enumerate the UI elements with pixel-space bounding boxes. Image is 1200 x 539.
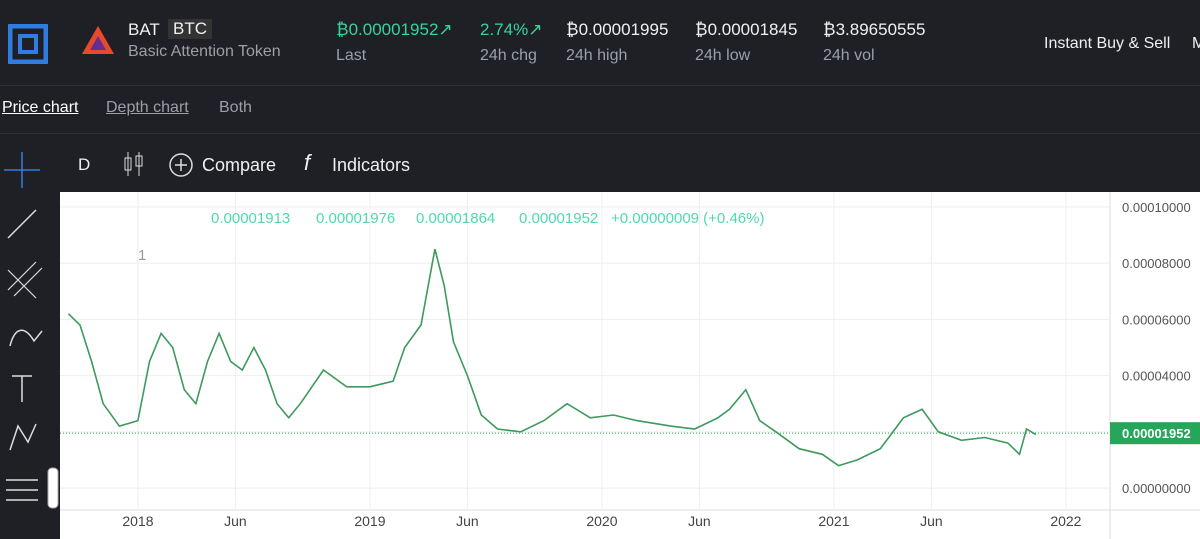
- ohlc-value: 0.00001913: [211, 210, 290, 227]
- measure-tool[interactable]: [6, 479, 38, 501]
- buy-sell[interactable]: Instant Buy & Sell: [1044, 35, 1171, 52]
- tab[interactable]: Both: [219, 99, 252, 116]
- x-tick-label: 2022: [1050, 513, 1081, 529]
- text-tool[interactable]: [12, 375, 32, 402]
- x-tick-label: 2020: [586, 513, 617, 529]
- divider: [0, 133, 1200, 134]
- fib-tool[interactable]: [7, 261, 43, 299]
- ohlc-value: 0.00001952: [519, 210, 598, 227]
- compare-icon[interactable]: [168, 152, 194, 178]
- cross-tool[interactable]: [4, 152, 40, 188]
- ohlc-value: +0.00000009 (+0.46%): [611, 210, 764, 227]
- ohlc-value: 0.00001976: [316, 210, 395, 227]
- line-tool[interactable]: [7, 209, 37, 239]
- stat-label: Last: [336, 47, 367, 64]
- last-price-label: 0.00001952: [1122, 426, 1191, 441]
- stat-label: 24h chg: [480, 47, 537, 64]
- logo: [8, 24, 48, 64]
- fx-icon[interactable]: f: [304, 150, 311, 175]
- tab[interactable]: Price chart: [2, 99, 79, 116]
- symbol: BAT: [128, 20, 160, 39]
- tab[interactable]: Depth chart: [106, 99, 189, 116]
- stat-value: ₿0.00001952↗: [336, 20, 453, 39]
- y-tick-label: 0.00000000: [1122, 481, 1191, 496]
- y-tick-label: 0.00010000: [1122, 200, 1191, 215]
- x-tick-label: 2021: [818, 513, 849, 529]
- y-tick-label: 0.00008000: [1122, 256, 1191, 271]
- y-tick-label: 0.00004000: [1122, 369, 1191, 384]
- indicators[interactable]: Indicators: [332, 155, 411, 175]
- token-icon: [82, 26, 114, 54]
- token-name: Basic Attention Token: [128, 43, 281, 60]
- stat-label: 24h high: [566, 47, 628, 64]
- x-tick-label: Jun: [456, 513, 479, 529]
- x-tick-label: 2018: [122, 513, 153, 529]
- stat-value: ₿0.00001845: [695, 20, 798, 39]
- y-tick-label: 0.00006000: [1122, 312, 1191, 327]
- header: BAT BTC Basic Attention Token ₿0.0000195…: [0, 0, 1200, 86]
- brush-tool[interactable]: [9, 329, 43, 347]
- last-price-tag: [1110, 422, 1200, 445]
- pane-label: 1: [138, 247, 146, 264]
- ohlc-value: 0.00001864: [416, 210, 495, 227]
- price-line: [67, 248, 1037, 467]
- stat-label: 24h low: [695, 47, 751, 64]
- x-tick-label: Jun: [224, 513, 247, 529]
- collapse-handle[interactable]: [47, 467, 59, 509]
- x-tick-label: Jun: [688, 513, 711, 529]
- x-tick-label: Jun: [920, 513, 943, 529]
- quote: BTC: [168, 19, 212, 39]
- tool-sidebar: [4, 152, 43, 501]
- chart-bg: [60, 192, 1200, 539]
- compare[interactable]: Compare: [202, 155, 277, 175]
- interval[interactable]: D: [78, 155, 91, 174]
- pattern-tool[interactable]: [9, 423, 37, 451]
- cut-off-text: M: [1192, 35, 1200, 52]
- stat-value: ₿0.00001995: [566, 20, 669, 39]
- candle-icon[interactable]: [122, 150, 146, 178]
- stat-value: 2.74%↗: [480, 20, 543, 39]
- stat-label: 24h vol: [823, 47, 875, 64]
- x-tick-label: 2019: [354, 513, 385, 529]
- stat-value: ₿3.89650555: [823, 20, 926, 39]
